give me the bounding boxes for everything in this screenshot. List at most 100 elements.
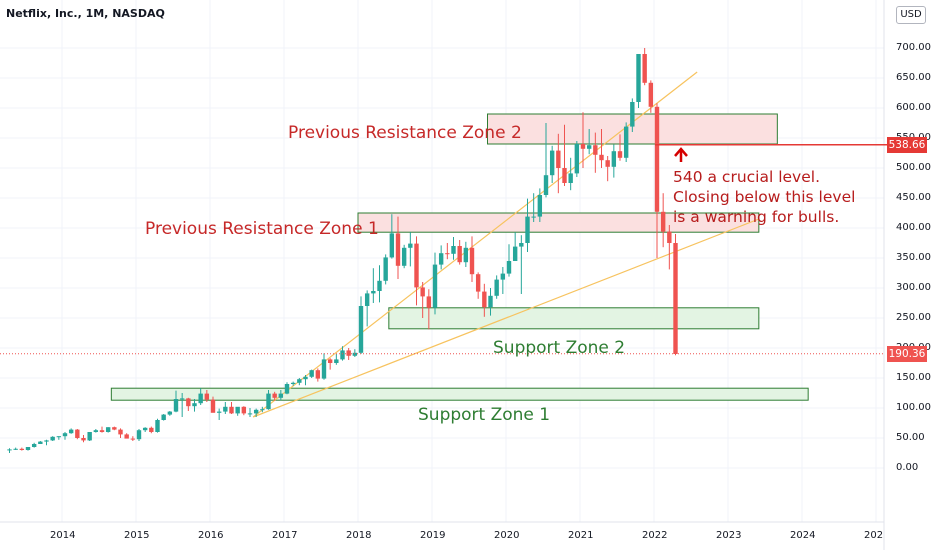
candle-down (562, 124, 567, 186)
candle-down (420, 282, 425, 318)
candle-down (593, 132, 598, 173)
candle-body (383, 257, 388, 281)
candle-down (475, 272, 481, 299)
candle-body (31, 444, 37, 447)
candle-up (389, 214, 395, 259)
annotation-line: is a warning for bulls. (673, 208, 840, 226)
candle-down (112, 426, 117, 431)
candles-layer (7, 48, 678, 453)
x-tick-label: 2018 (346, 530, 372, 541)
candle-up (549, 145, 555, 183)
candle-body (654, 106, 660, 212)
candle-body (56, 436, 62, 438)
annotation-line: 540 a crucial level. (673, 168, 821, 186)
candle-body (599, 154, 604, 161)
candle-up (50, 436, 55, 441)
currency-selector[interactable]: USD (896, 6, 926, 24)
candle-body (105, 427, 111, 432)
candle-body (75, 429, 80, 438)
candle-body (525, 216, 530, 243)
candle-down (118, 428, 123, 438)
candle-up (611, 144, 617, 178)
candle-body (278, 393, 284, 398)
candle-body (506, 261, 512, 274)
candle-body (124, 434, 129, 439)
candle-up (432, 252, 438, 315)
candle-body (438, 253, 444, 265)
annotation-line: Closing below this level (673, 188, 856, 206)
candle-down (648, 80, 654, 113)
candle-body (309, 370, 314, 377)
candle-body (25, 447, 31, 450)
candle-body (62, 433, 68, 437)
candle-up (31, 442, 37, 448)
candle-up (500, 267, 506, 294)
candle-down (445, 243, 450, 260)
candle-body (87, 432, 92, 441)
candle-up (537, 188, 543, 222)
zone-label-resistance-2: Previous Resistance Zone 2 (288, 123, 522, 143)
candle-up (543, 123, 549, 198)
candle-body (68, 429, 74, 434)
candle-down (654, 103, 660, 258)
candle-up (179, 393, 185, 417)
zone-label-support-2: Support Zone 2 (493, 338, 626, 358)
y-tick-label: 50.00 (896, 432, 925, 443)
candle-up (519, 235, 524, 294)
candle-body (334, 359, 339, 363)
annotation-note: 540 a crucial level. Closing below this … (673, 167, 855, 227)
candle-body (198, 393, 203, 404)
candle-down (599, 129, 604, 168)
candle-down (660, 193, 666, 248)
candle-body (408, 243, 413, 248)
x-tick-label: 2017 (272, 530, 298, 541)
candle-up (155, 418, 160, 433)
candle-body (321, 359, 327, 379)
y-tick-label: 300.00 (896, 282, 931, 293)
candle-up (438, 245, 444, 270)
candle-body (173, 399, 179, 412)
candle-body (451, 246, 456, 254)
candle-body (192, 403, 197, 407)
candle-body (445, 253, 450, 255)
y-tick-label: 350.00 (896, 252, 931, 263)
candle-up (7, 448, 12, 453)
candle-body (623, 126, 629, 158)
x-tick-label: 2016 (198, 530, 224, 541)
y-tick-label: 650.00 (896, 72, 931, 83)
candle-down (580, 112, 586, 168)
candle-down (130, 436, 136, 441)
candle-body (327, 359, 333, 363)
candle-body (161, 414, 166, 420)
candle-up (93, 429, 99, 433)
price-label-last: 190.36 (887, 345, 927, 362)
candle-up (13, 447, 18, 450)
candle-body (44, 440, 49, 442)
candle-body (556, 150, 561, 168)
y-tick-label: 250.00 (896, 312, 931, 323)
candle-body (414, 243, 419, 288)
candle-up (284, 382, 290, 395)
zone-label-resistance-1: Previous Resistance Zone 1 (145, 219, 379, 239)
candle-up (574, 141, 580, 177)
candle-up (630, 98, 635, 132)
candle-body (253, 409, 259, 414)
candle-down (642, 48, 647, 86)
y-tick-label: 700.00 (896, 42, 931, 53)
candle-down (241, 406, 247, 416)
candle-down (667, 225, 672, 270)
candle-up (68, 428, 74, 434)
candle-down (186, 397, 191, 411)
candle-down (204, 390, 210, 402)
candle-down (414, 236, 419, 306)
x-tick-label: 2022 (642, 530, 668, 541)
candle-up (309, 369, 314, 378)
candle-body (667, 231, 672, 243)
candle-up (531, 193, 536, 222)
candle-body (352, 352, 358, 356)
candle-up (512, 232, 518, 261)
candle-body (488, 295, 493, 308)
candle-body (673, 243, 678, 354)
x-tick-label: 2021 (568, 530, 594, 541)
